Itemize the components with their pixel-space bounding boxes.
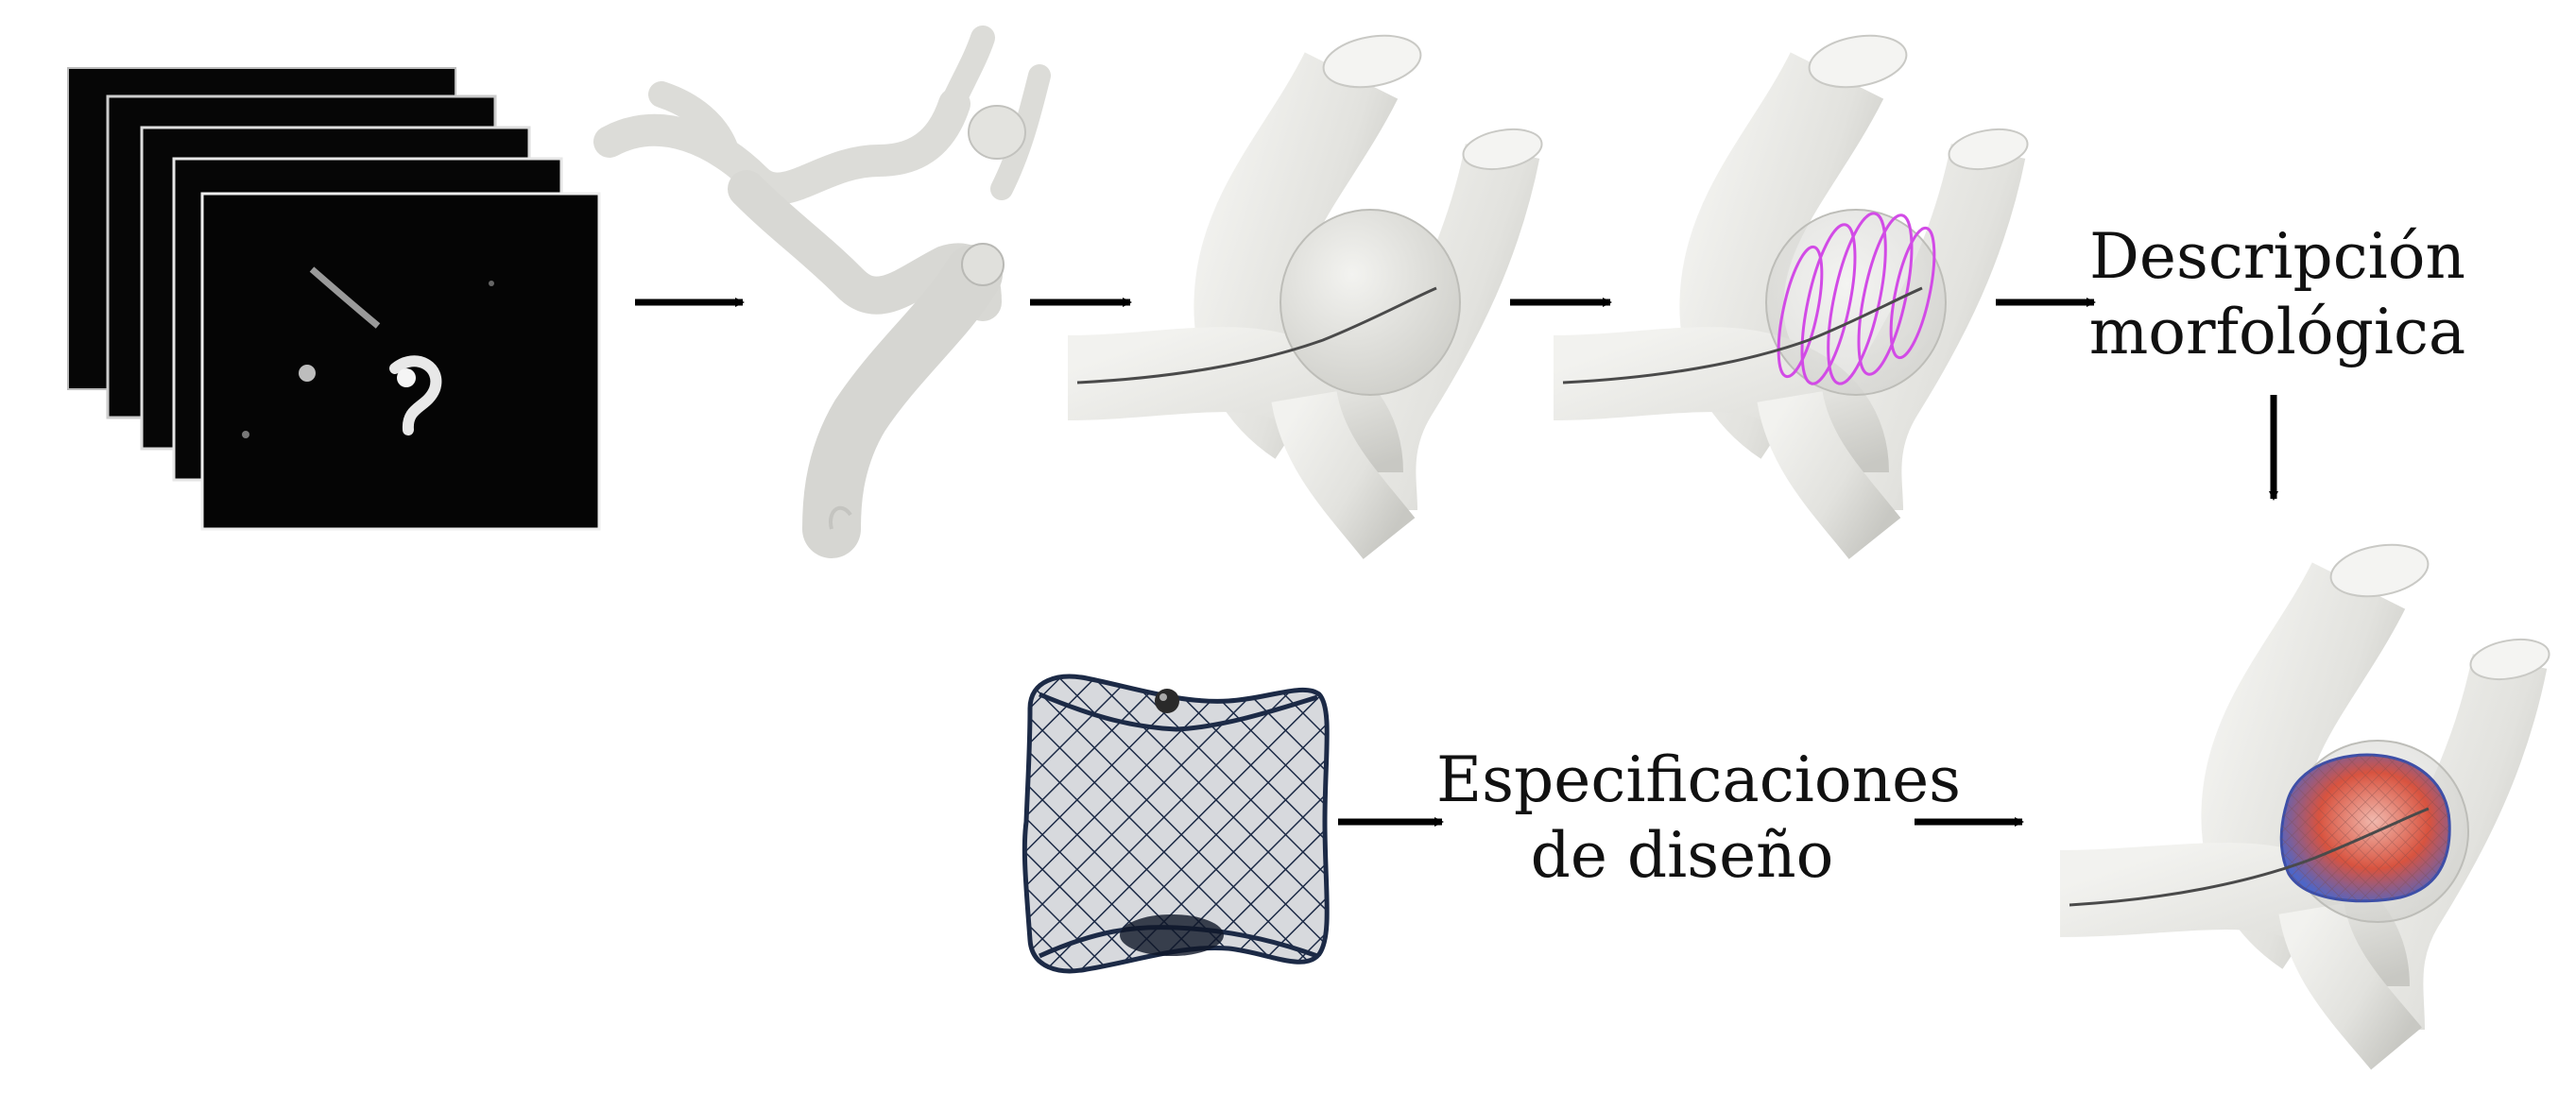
morphological-description-label: Descripción morfológica [2088, 219, 2466, 370]
morphological-description-line-1: Descripción [2088, 220, 2466, 293]
segmented-vasculature-icon [593, 26, 1051, 558]
aneurysm-rings-icon [1553, 34, 2029, 559]
image-stack-icon [67, 67, 601, 531]
morphological-description-line-2: morfológica [2088, 296, 2466, 368]
design-specifications-label: Especificaciones de diseño [1436, 743, 1962, 894]
aneurysm-centerline-icon [1067, 34, 1543, 559]
design-specifications-line-1: Especificaciones [1436, 743, 1962, 816]
design-specifications-line-2: de diseño [1530, 819, 1834, 892]
device-mesh-icon [1022, 674, 1330, 974]
deployed-device-icon [2059, 543, 2550, 1070]
